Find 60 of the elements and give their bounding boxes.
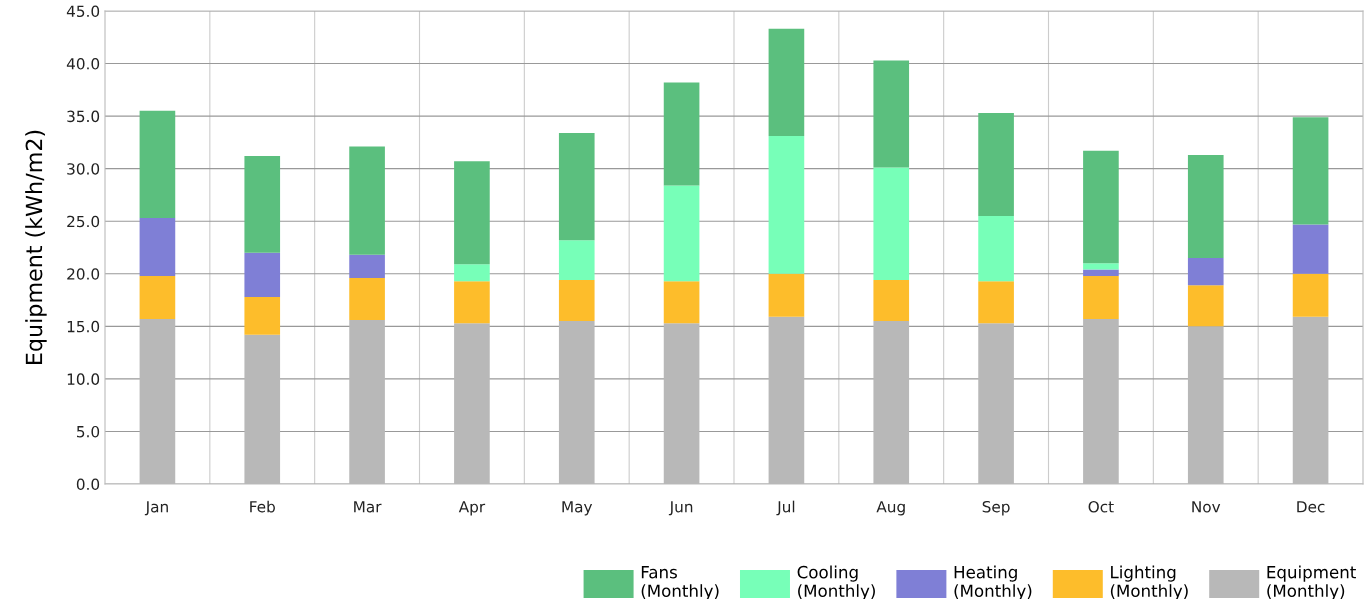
bar: [454, 281, 490, 324]
bar: [768, 136, 805, 274]
bar: [244, 156, 281, 253]
y-tick-label: 15.0: [67, 320, 100, 333]
x-tick-label: Mar: [354, 501, 382, 513]
bar: [1292, 117, 1329, 225]
bar: [1292, 224, 1329, 274]
x-tick-label: Apr: [458, 501, 486, 516]
bar: [663, 185, 700, 282]
x-tick-label: Feb: [250, 500, 275, 513]
bar: [1187, 155, 1224, 259]
bar: [1187, 285, 1224, 327]
bar: [244, 296, 281, 335]
bar: [139, 218, 176, 276]
x-tick-label: Sep: [982, 500, 1010, 516]
bar: [978, 215, 1014, 282]
bar: [873, 280, 910, 322]
bar: [139, 275, 176, 319]
y-tick-label: 25.0: [67, 215, 100, 228]
x-tick-label: Aug: [876, 501, 905, 516]
x-tick-label: May: [562, 501, 593, 516]
bar: [873, 60, 910, 168]
x-tick-label: Nov: [1192, 501, 1221, 513]
bar: [978, 281, 1014, 324]
y-tick-label: 40.0: [66, 58, 100, 70]
bar: [244, 252, 281, 297]
bar: [663, 281, 700, 324]
bar: [978, 112, 1014, 216]
bar: [454, 161, 490, 265]
y-tick-label: 45.0: [66, 5, 100, 18]
bar: [768, 28, 805, 137]
bar: [1083, 269, 1119, 276]
bar: [1292, 273, 1329, 317]
y-tick-label: 20.0: [67, 268, 100, 280]
bar: [1083, 263, 1119, 270]
bar: [139, 110, 176, 219]
bar: [558, 240, 595, 281]
bar: [454, 264, 490, 282]
y-tick-label: 5.0: [77, 425, 100, 438]
bar: [1083, 275, 1119, 319]
bar: [349, 254, 385, 278]
y-tick-label: 35.0: [67, 110, 100, 123]
bar: [349, 277, 385, 321]
x-tick-label: Dec: [1297, 501, 1325, 513]
y-tick-label: 0.0: [76, 478, 100, 491]
bar: [1187, 258, 1224, 286]
bar: [873, 167, 910, 281]
x-tick-label: Jun: [668, 501, 693, 516]
y-axis-title: Equipment (kWh/m2): [25, 130, 47, 364]
x-tick-label: Jan: [144, 501, 168, 516]
bar: [349, 146, 385, 255]
y-tick-label: 30.0: [67, 163, 100, 175]
y-tick-label: 10.0: [67, 373, 100, 385]
bar: [558, 280, 595, 322]
x-tick-label: Jul: [776, 500, 795, 516]
x-tick-label: Oct: [1088, 500, 1114, 513]
bar: [558, 132, 595, 241]
bar: [663, 82, 700, 186]
bar: [768, 273, 805, 317]
bar: [1083, 150, 1119, 264]
